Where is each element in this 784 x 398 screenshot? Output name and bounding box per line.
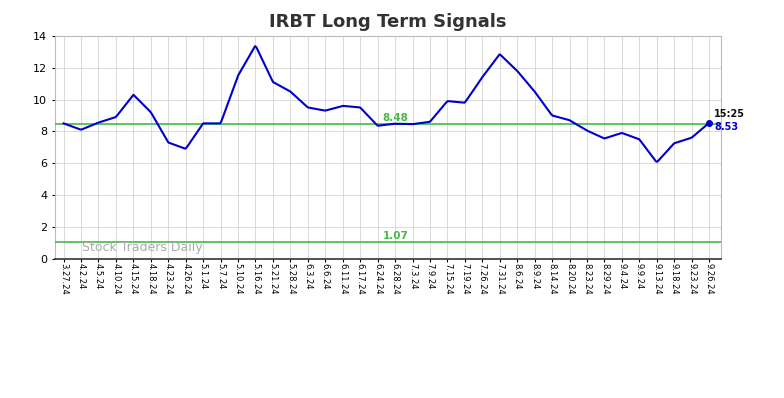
Text: Stock Traders Daily: Stock Traders Daily bbox=[82, 241, 202, 254]
Text: 1.07: 1.07 bbox=[383, 231, 408, 241]
Text: 15:25: 15:25 bbox=[714, 109, 746, 119]
Title: IRBT Long Term Signals: IRBT Long Term Signals bbox=[270, 14, 506, 31]
Text: 8.48: 8.48 bbox=[383, 113, 408, 123]
Text: 8.53: 8.53 bbox=[714, 122, 739, 132]
